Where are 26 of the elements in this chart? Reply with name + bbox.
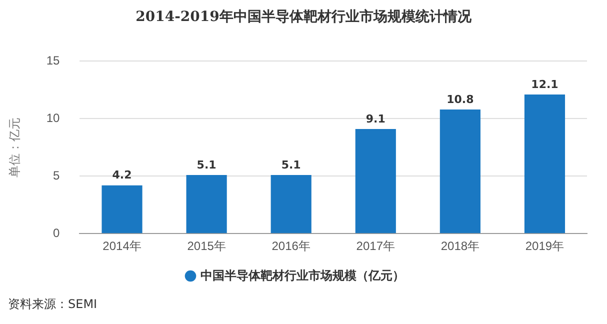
chart-title: 2014-2019年中国半导体靶材行业市场规模统计情况 (134, 8, 472, 26)
data-label: 12.1 (531, 78, 558, 91)
y-tick-label: 10 (46, 110, 60, 125)
y-tick-label: 0 (53, 226, 60, 240)
bar (355, 129, 396, 234)
bar (270, 174, 312, 234)
x-tick-label: 2019年 (525, 239, 564, 254)
bar (102, 185, 142, 234)
y-tick-label: 5 (53, 168, 60, 182)
y-axis-title: 单位：亿元 (8, 117, 22, 178)
bar (440, 109, 480, 234)
x-tick-label: 2014年 (102, 239, 142, 254)
data-label: 4.2 (112, 168, 132, 182)
x-tick-label: 2017年 (356, 239, 395, 254)
x-tick-label: 2015年 (187, 239, 226, 254)
x-tick-label: 2016年 (272, 239, 310, 254)
bar (524, 94, 566, 234)
data-label: 5.1 (196, 158, 216, 172)
legend-label: 中国半导体靶材行业市场规模（亿元） (200, 268, 404, 282)
bar (186, 174, 227, 234)
data-label: 9.1 (366, 112, 386, 126)
text: 资料来源：SEMI (8, 296, 98, 313)
data-label: 10.8 (446, 92, 474, 106)
data-label: 5.1 (281, 158, 301, 172)
y-tick-label: 15 (46, 54, 60, 68)
x-tick-label: 2018年 (440, 239, 480, 254)
